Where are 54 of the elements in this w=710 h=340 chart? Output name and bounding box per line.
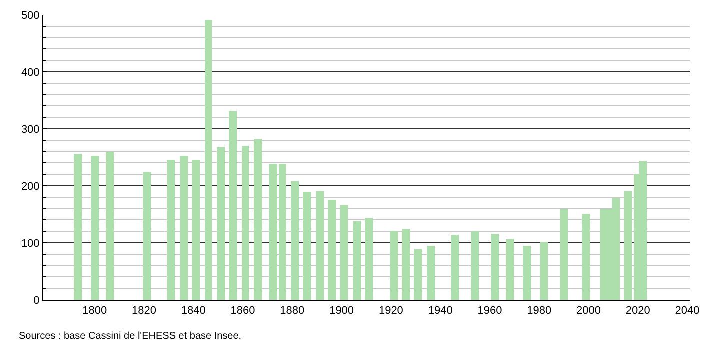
bar <box>471 231 479 300</box>
bar <box>582 214 590 300</box>
bar <box>180 156 188 300</box>
bar <box>229 111 237 300</box>
bar <box>540 242 548 300</box>
x-tick-label: 1960 <box>478 305 502 318</box>
bar <box>303 192 311 300</box>
y-tick-label: 100 <box>21 238 40 250</box>
bar <box>242 146 249 300</box>
bar <box>143 172 151 300</box>
bar <box>624 191 632 300</box>
bar <box>106 152 114 300</box>
bar <box>523 246 531 300</box>
bar <box>365 218 373 300</box>
bar <box>279 164 286 300</box>
bar <box>217 147 225 300</box>
y-tick-label: 200 <box>21 180 40 193</box>
bar <box>402 229 410 300</box>
bar <box>316 191 324 300</box>
x-tick-label: 2020 <box>626 305 650 318</box>
bar <box>269 164 277 300</box>
x-tick-label: 1940 <box>428 305 453 318</box>
source-note: Sources : base Cassini de l'EHESS et base Insee. <box>19 331 242 340</box>
bar <box>353 221 361 300</box>
bar <box>205 20 212 300</box>
bar <box>291 181 299 300</box>
x-tick-label: 1920 <box>378 305 404 318</box>
bar <box>74 154 82 300</box>
bar <box>414 249 422 300</box>
y-tick-label: 400 <box>21 66 40 79</box>
x-tick-label: 2040 <box>675 305 700 318</box>
x-tick-label: 1980 <box>527 305 552 318</box>
y-tick-label: 500 <box>21 10 40 22</box>
bar <box>254 139 262 300</box>
bar <box>328 200 336 300</box>
bar <box>427 246 435 300</box>
bar <box>560 209 568 300</box>
y-tick-label: 0 <box>34 294 40 307</box>
x-tick-label: 1820 <box>132 305 156 318</box>
bar <box>451 235 459 300</box>
bar <box>340 205 348 300</box>
x-tick-label: 1900 <box>330 305 354 318</box>
bar <box>491 234 499 300</box>
y-tick-label: 300 <box>21 124 40 136</box>
x-tick-label: 1800 <box>82 305 108 318</box>
bar <box>167 160 175 300</box>
x-tick-label: 1860 <box>230 305 256 318</box>
bar <box>506 239 514 300</box>
bar <box>91 156 99 300</box>
x-tick-label: 2000 <box>576 305 601 318</box>
bar <box>192 160 200 300</box>
x-tick-label: 1880 <box>280 305 305 318</box>
x-tick-label: 1840 <box>181 305 206 318</box>
bar <box>390 231 398 300</box>
